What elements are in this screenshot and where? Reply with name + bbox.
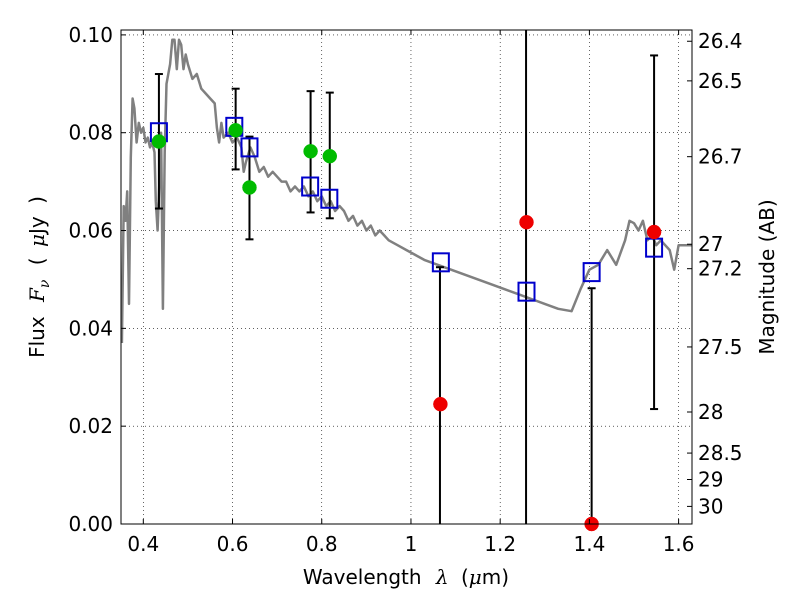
y2-tick-label: 27.5 bbox=[698, 335, 743, 359]
measurement-point bbox=[646, 224, 662, 240]
y2-axis-label: Magnitude (AB) bbox=[755, 199, 779, 354]
model-square bbox=[320, 188, 339, 209]
y2-tick-label: 28.5 bbox=[698, 441, 743, 465]
y-axis-label: Flux Fν ( μJy ) bbox=[25, 196, 54, 358]
y2-tick-label: 29 bbox=[698, 467, 723, 491]
model-square bbox=[517, 281, 536, 302]
model-square bbox=[431, 252, 450, 273]
measurement-point bbox=[519, 214, 534, 230]
y-tick-label: 0.00 bbox=[68, 512, 113, 536]
x-tick-label: 0.4 bbox=[127, 532, 159, 556]
y2-tick-label: 27.2 bbox=[698, 257, 743, 281]
y2-tick-label: 27 bbox=[698, 232, 723, 256]
y2-tick-label: 26.4 bbox=[698, 29, 743, 53]
x-tick-label: 1.6 bbox=[663, 532, 695, 556]
y-tick-label: 0.04 bbox=[68, 316, 113, 340]
y2-tick-label: 28 bbox=[698, 400, 723, 424]
model-square bbox=[240, 137, 259, 158]
y-tick-label: 0.06 bbox=[68, 219, 113, 243]
measurement-circles-layer bbox=[151, 123, 662, 532]
x-tick-label: 0.8 bbox=[306, 532, 338, 556]
measurement-point bbox=[303, 144, 318, 159]
model-square bbox=[301, 176, 320, 197]
measurement-point bbox=[242, 180, 257, 195]
measurement-point bbox=[151, 134, 167, 149]
axis-ticks: 0.4 0.6 0.8 1 1.2 1.4 1.6 0.00 0.02 0.04 0.06 0.08 0… bbox=[68, 23, 742, 556]
y-tick-label: 0.02 bbox=[68, 414, 113, 438]
measurement-point bbox=[322, 148, 338, 164]
y2-tick-label: 26.7 bbox=[698, 145, 743, 169]
plot-frame bbox=[120, 29, 693, 525]
x-tick-label: 1 bbox=[405, 532, 418, 556]
model-square bbox=[582, 262, 601, 283]
x-tick-label: 0.6 bbox=[217, 532, 249, 556]
x-tick-label: 1.2 bbox=[484, 532, 516, 556]
y-tick-label: 0.08 bbox=[68, 121, 113, 145]
y2-tick-label: 26.5 bbox=[698, 69, 743, 93]
x-tick-label: 1.4 bbox=[573, 532, 605, 556]
measurement-point bbox=[228, 123, 243, 138]
y2-tick-label: 30 bbox=[698, 494, 723, 518]
measurement-point bbox=[433, 396, 448, 412]
x-axis-label: Wavelength λ (μm) bbox=[303, 565, 509, 589]
y-tick-label: 0.10 bbox=[68, 23, 113, 47]
